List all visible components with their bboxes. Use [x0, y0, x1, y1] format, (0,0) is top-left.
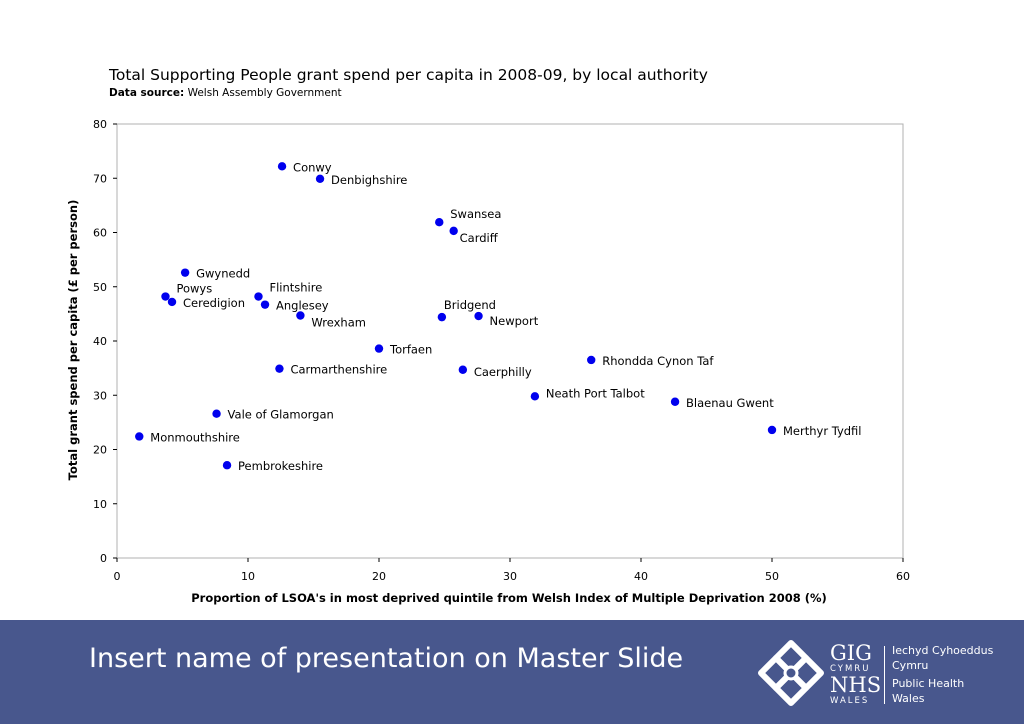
- data-point-label: Rhondda Cynon Taf: [602, 354, 714, 368]
- logo-wales: WALES: [830, 696, 870, 706]
- y-axis-title: Total grant spend per capita (£ per pers…: [66, 200, 80, 481]
- logo-line-1: Iechyd Cyhoeddus: [892, 644, 994, 657]
- data-point-label: Cardiff: [460, 231, 499, 245]
- presentation-name: Insert name of presentation on Master Sl…: [89, 643, 684, 674]
- data-point-label: Torfaen: [389, 343, 432, 357]
- data-point-label: Denbighshire: [331, 173, 407, 187]
- data-point-label: Anglesey: [276, 299, 329, 313]
- data-point: [180, 268, 190, 277]
- data-point: [212, 409, 221, 418]
- data-point: [587, 355, 596, 365]
- phw-logo: GIG CYMRU NHS WALES Iechyd Cyhoeddus Cym…: [756, 636, 1016, 708]
- y-tick-label: 70: [93, 172, 107, 185]
- plot-area: [116, 123, 904, 559]
- data-point-label: Newport: [490, 314, 539, 328]
- data-point-label: Carmarthenshire: [290, 363, 387, 377]
- data-source-label: Data source:: [109, 87, 185, 99]
- data-point-label: Wrexham: [311, 316, 366, 330]
- data-point-label: Caerphilly: [474, 365, 532, 379]
- y-tick-label: 50: [93, 281, 107, 294]
- x-tick-label: 10: [241, 570, 255, 583]
- logo-cymru: CYMRU: [830, 664, 871, 674]
- logo-nhs: NHS: [830, 673, 882, 697]
- data-point: [435, 217, 444, 227]
- y-tick-label: 30: [93, 389, 107, 402]
- logo-line-2: Cymru: [892, 659, 929, 672]
- data-point: [449, 226, 458, 236]
- data-point-label: Monmouthshire: [150, 430, 240, 444]
- data-point: [254, 292, 263, 301]
- data-point: [260, 300, 270, 309]
- logo-line-4: Wales: [892, 692, 925, 705]
- y-tick-label: 40: [93, 335, 107, 348]
- data-point: [315, 174, 325, 183]
- chart-title: Total Supporting People grant spend per …: [109, 66, 708, 84]
- data-point: [222, 461, 232, 470]
- data-point: [767, 425, 777, 435]
- data-point-label: Pembrokeshire: [238, 459, 323, 473]
- data-point-label: Conwy: [293, 160, 332, 174]
- data-point: [277, 162, 287, 171]
- data-point: [167, 297, 177, 307]
- y-axis-ticks: 0 10 20 30 40 50 60 70 80: [93, 118, 117, 565]
- data-point: [374, 344, 384, 353]
- data-point-label: Gwynedd: [196, 267, 250, 281]
- data-point: [135, 432, 144, 441]
- x-axis-ticks: 0 10 20 30 40 50 60: [114, 558, 910, 583]
- data-point-label: Ceredigion: [183, 296, 245, 310]
- data-point: [474, 311, 483, 321]
- y-tick-label: 80: [93, 118, 107, 131]
- data-point: [458, 365, 468, 374]
- x-tick-label: 0: [114, 570, 121, 583]
- logo-line-3: Public Health: [892, 677, 965, 690]
- logo-divider: [884, 646, 885, 704]
- y-tick-label: 0: [100, 552, 107, 565]
- data-source-text: Welsh Assembly Government: [187, 87, 342, 99]
- data-point-label: Blaenau Gwent: [686, 396, 774, 410]
- data-source: Data source: Welsh Assembly Government: [109, 87, 342, 99]
- x-axis-title: Proportion of LSOA's in most deprived qu…: [191, 591, 827, 605]
- data-point: [530, 392, 540, 401]
- data-point-label: Bridgend: [444, 298, 496, 312]
- data-point: [275, 364, 284, 373]
- x-tick-label: 20: [372, 570, 386, 583]
- data-point: [296, 311, 305, 320]
- data-point: [437, 312, 447, 322]
- x-tick-label: 50: [765, 570, 779, 583]
- y-tick-label: 20: [93, 444, 107, 457]
- x-tick-label: 40: [634, 570, 648, 583]
- x-tick-label: 60: [896, 570, 910, 583]
- data-point-label: Vale of Glamorgan: [228, 408, 334, 422]
- logo-gig: GIG: [830, 641, 872, 665]
- celtic-knot-icon: [758, 640, 824, 706]
- data-point-label: Flintshire: [269, 281, 322, 295]
- y-tick-label: 10: [93, 498, 107, 511]
- data-point: [161, 292, 170, 301]
- data-point-label: Powys: [176, 282, 212, 296]
- footer-bar: Insert name of presentation on Master Sl…: [0, 620, 1024, 724]
- data-point-label: Merthyr Tydfil: [783, 424, 862, 438]
- y-tick-label: 60: [93, 227, 107, 240]
- data-point-label: Neath Port Talbot: [546, 386, 645, 400]
- data-point-label: Swansea: [450, 207, 501, 221]
- x-tick-label: 30: [503, 570, 517, 583]
- data-point: [670, 397, 680, 406]
- scatter-chart: 0 10 20 30 40 50 60 70 80 0 10 20 30 40 50 60 Proporti…: [66, 118, 910, 605]
